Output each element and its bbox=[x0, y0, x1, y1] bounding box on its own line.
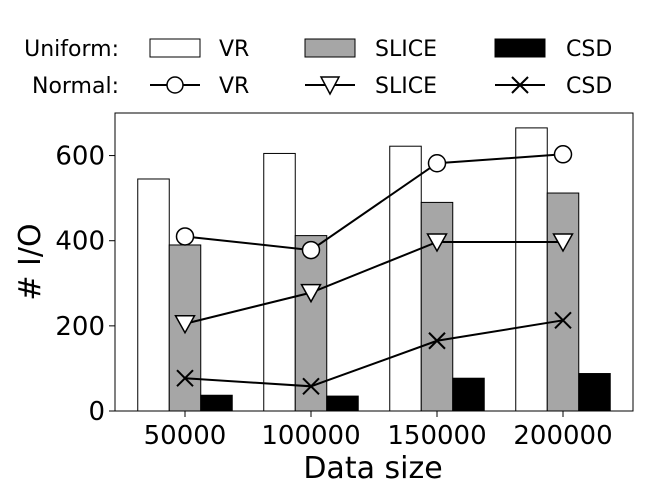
bar-uniform-vr-100000 bbox=[263, 152, 296, 412]
point-normal-csd-150000 bbox=[428, 332, 446, 350]
y-tick-label-200: 200 bbox=[55, 312, 105, 342]
legend-entry-uniform-csd: CSD bbox=[566, 37, 612, 62]
legend-marker-normal-vr bbox=[150, 76, 200, 94]
bar-uniform-csd-100000 bbox=[326, 395, 359, 412]
point-normal-vr-100000 bbox=[301, 240, 321, 260]
legend-label-uniform: Uniform: bbox=[24, 37, 119, 62]
bar-uniform-csd-150000 bbox=[452, 377, 485, 412]
legend-label-normal: Normal: bbox=[32, 74, 119, 99]
x-tick-label-50000: 50000 bbox=[144, 421, 227, 451]
point-normal-slice-200000 bbox=[552, 233, 574, 253]
x-marker-stroke bbox=[554, 311, 572, 330]
legend-marker-normal-csd bbox=[495, 76, 545, 94]
line-normal-slice bbox=[184, 240, 563, 325]
legend-entry-uniform-slice: SLICE bbox=[375, 37, 437, 62]
x-tick-label-100000: 100000 bbox=[261, 421, 360, 451]
legend-swatch-uniform-csd bbox=[494, 38, 546, 58]
legend-entry-normal-csd: CSD bbox=[566, 74, 612, 99]
legend-swatch-uniform-vr bbox=[149, 38, 201, 58]
legend-swatch-uniform-slice bbox=[304, 38, 356, 58]
x-tick-label-150000: 150000 bbox=[387, 421, 486, 451]
x-marker-stroke bbox=[176, 369, 194, 387]
legend-entry-normal-slice: SLICE bbox=[375, 74, 437, 99]
point-normal-csd-200000 bbox=[554, 311, 572, 330]
legend-entry-uniform-vr: VR bbox=[219, 37, 249, 62]
point-normal-slice-100000 bbox=[300, 283, 322, 304]
point-normal-vr-50000 bbox=[175, 227, 195, 246]
point-normal-csd-100000 bbox=[302, 377, 320, 396]
point-normal-vr-200000 bbox=[553, 145, 573, 164]
x-marker-stroke bbox=[302, 377, 320, 396]
point-normal-slice-50000 bbox=[174, 314, 196, 335]
point-normal-csd-50000 bbox=[176, 369, 194, 387]
bar-uniform-slice-200000 bbox=[546, 192, 580, 412]
bar-uniform-vr-200000 bbox=[515, 127, 548, 412]
y-tick-label-600: 600 bbox=[55, 142, 105, 172]
x-tick-label-200000: 200000 bbox=[513, 421, 612, 451]
point-normal-vr-150000 bbox=[427, 153, 447, 173]
bar-uniform-csd-50000 bbox=[200, 394, 233, 412]
y-tick-label-0: 0 bbox=[88, 397, 105, 427]
legend-entry-normal-vr: VR bbox=[219, 74, 249, 99]
x-marker-stroke bbox=[428, 332, 446, 350]
bar-uniform-csd-200000 bbox=[578, 373, 611, 412]
line-normal-vr bbox=[184, 153, 564, 252]
line-normal-csd bbox=[184, 319, 564, 388]
plot-area: 0 200 400 600 50000 100000 150000 200000 bbox=[55, 112, 634, 451]
x-axis-title: Data size bbox=[303, 451, 442, 486]
y-axis-title: # I/O bbox=[13, 223, 48, 300]
legend: Uniform: Normal: VR SLICE CSD VR SLICE C… bbox=[24, 37, 612, 99]
plot-frame bbox=[114, 112, 634, 412]
y-tick-label-400: 400 bbox=[55, 227, 105, 257]
legend-marker-normal-slice bbox=[305, 76, 355, 96]
point-normal-slice-150000 bbox=[426, 233, 448, 253]
bar-uniform-vr-50000 bbox=[137, 178, 170, 412]
